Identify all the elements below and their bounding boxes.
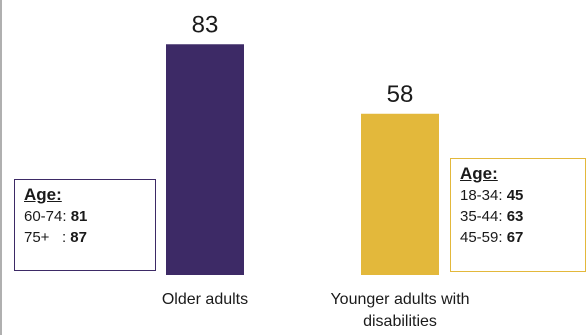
age-row-older-60-74: 60-74: 81 bbox=[24, 206, 149, 227]
age-row-label: 35-44: bbox=[460, 208, 507, 225]
age-row-value: 67 bbox=[506, 229, 524, 246]
age-breakdown-older: Age: 60-74: 81 75+ : 87 bbox=[14, 179, 156, 271]
bar-older-adults bbox=[166, 44, 244, 276]
age-heading-older: Age: bbox=[24, 185, 62, 204]
age-row-value: 63 bbox=[506, 208, 524, 225]
age-row-label: 60-74: bbox=[24, 208, 71, 225]
age-row-older-75plus: 75+ : 87 bbox=[24, 227, 149, 248]
age-row-label: 18-34: bbox=[460, 187, 507, 204]
category-label: Older adults bbox=[162, 291, 248, 308]
category-label: Younger adults with bbox=[330, 291, 469, 308]
age-heading-younger: Age: bbox=[460, 164, 498, 183]
age-row-value: 87 bbox=[70, 229, 87, 246]
age-breakdown-younger: Age: 18-34: 45 35-44: 63 45-59: 67 bbox=[450, 158, 586, 272]
age-row-younger-45-59: 45-59: 67 bbox=[460, 227, 579, 248]
age-row-label: 75+ : bbox=[24, 229, 71, 246]
bar-younger-adults bbox=[361, 113, 439, 275]
value-label: 83 bbox=[192, 11, 219, 38]
age-row-value: 81 bbox=[70, 208, 88, 225]
age-row-younger-35-44: 35-44: 63 bbox=[460, 206, 579, 227]
age-row-younger-18-34: 18-34: 45 bbox=[460, 185, 579, 206]
age-row-value: 45 bbox=[506, 187, 524, 204]
value-label: 58 bbox=[387, 81, 414, 108]
category-label: disabilities bbox=[363, 313, 437, 330]
age-row-label: 45-59: bbox=[460, 229, 507, 246]
